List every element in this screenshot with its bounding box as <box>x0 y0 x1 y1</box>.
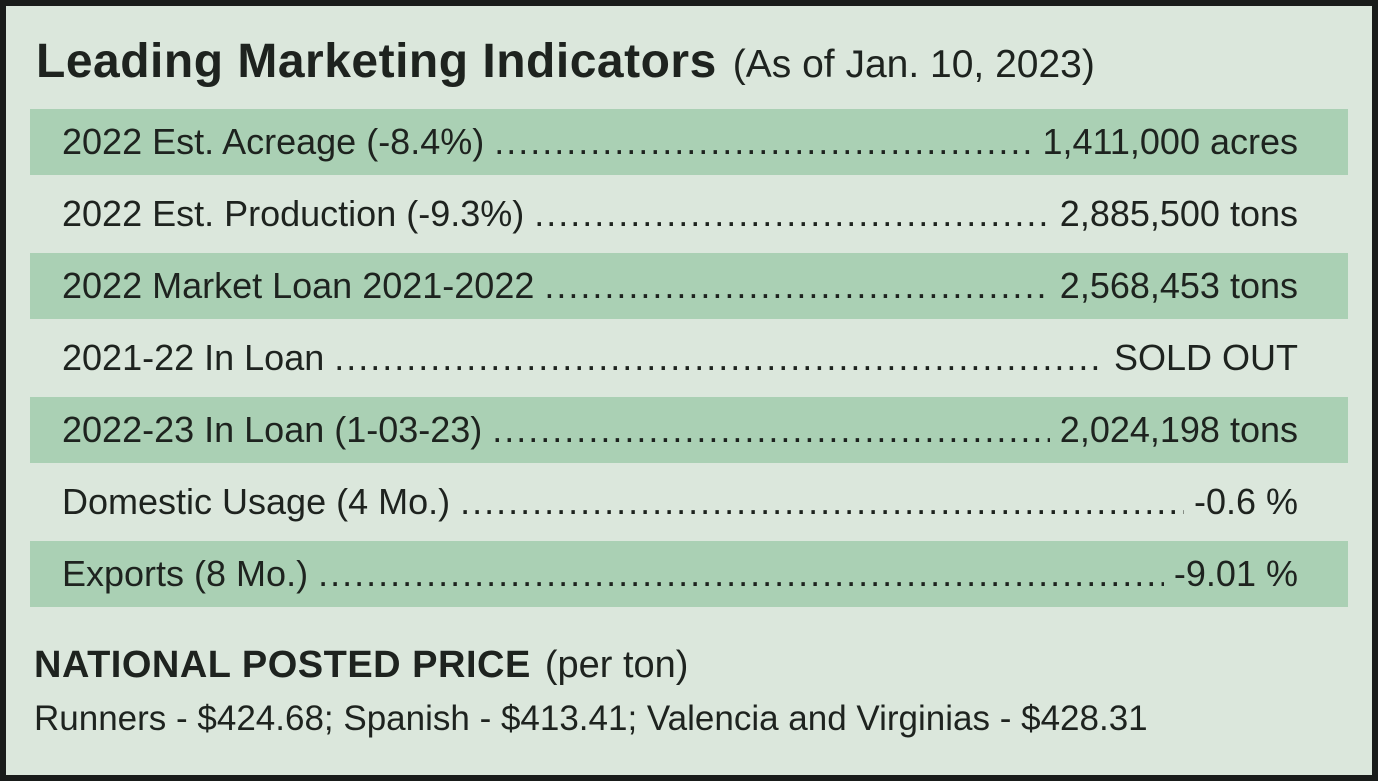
dot-leader: ........................................… <box>534 193 1050 234</box>
row-label: Exports (8 Mo.) <box>62 553 309 594</box>
table-row-2021-22-in-loan: 2021-22 In Loan ........................… <box>30 325 1348 391</box>
panel-title: Leading Marketing Indicators <box>36 35 717 88</box>
national-posted-price-section: NATIONAL POSTED PRICE (per ton) Runners … <box>34 639 1348 747</box>
table-row-domestic-usage: Domestic Usage (4 Mo.) .................… <box>30 469 1348 535</box>
posted-prices-line: Runners - $424.68; Spanish - $413.41; Va… <box>34 699 1148 738</box>
dot-leader: ........................................… <box>334 337 1104 378</box>
national-posted-price-heading: NATIONAL POSTED PRICE (per ton) <box>34 639 1348 691</box>
row-value: SOLD OUT <box>1113 337 1298 378</box>
row-value: 2,568,453 tons <box>1059 265 1298 306</box>
row-label: 2022 Est. Production (-9.3%) <box>62 193 525 234</box>
row-value: -0.6 % <box>1193 481 1298 522</box>
row-label: Domestic Usage (4 Mo.) <box>62 481 451 522</box>
dot-leader: ........................................… <box>544 265 1049 306</box>
table-row-market-loan: 2022 Market Loan 2021-2022 .............… <box>30 253 1348 319</box>
row-label: 2022-23 In Loan (1-03-23) <box>62 409 483 450</box>
row-label: 2022 Est. Acreage (-8.4%) <box>62 121 485 162</box>
panel-title-row: Leading Marketing Indicators (As of Jan.… <box>36 34 1348 89</box>
row-value: 2,885,500 tons <box>1059 193 1298 234</box>
row-value: 1,411,000 acres <box>1042 121 1298 162</box>
panel-subtitle: (As of Jan. 10, 2023) <box>732 43 1095 86</box>
table-row-2022-23-in-loan: 2022-23 In Loan (1-03-23) ..............… <box>30 397 1348 463</box>
row-value: -9.01 % <box>1173 553 1298 594</box>
row-label: 2021-22 In Loan <box>62 337 325 378</box>
dot-leader: ........................................… <box>460 481 1184 522</box>
row-label: 2022 Market Loan 2021-2022 <box>62 265 535 306</box>
table-row-production: 2022 Est. Production (-9.3%) ...........… <box>30 181 1348 247</box>
indicator-table: 2022 Est. Acreage (-8.4%) ..............… <box>30 109 1348 607</box>
per-ton-label: (per ton) <box>544 644 689 686</box>
table-row-acreage: 2022 Est. Acreage (-8.4%) ..............… <box>30 109 1348 175</box>
dot-leader: ........................................… <box>318 553 1164 594</box>
dot-leader: ........................................… <box>494 121 1032 162</box>
row-value: 2,024,198 tons <box>1059 409 1298 450</box>
national-posted-price-label: NATIONAL POSTED PRICE <box>34 644 531 686</box>
table-row-exports: Exports (8 Mo.) ........................… <box>30 541 1348 607</box>
dot-leader: ........................................… <box>492 409 1050 450</box>
